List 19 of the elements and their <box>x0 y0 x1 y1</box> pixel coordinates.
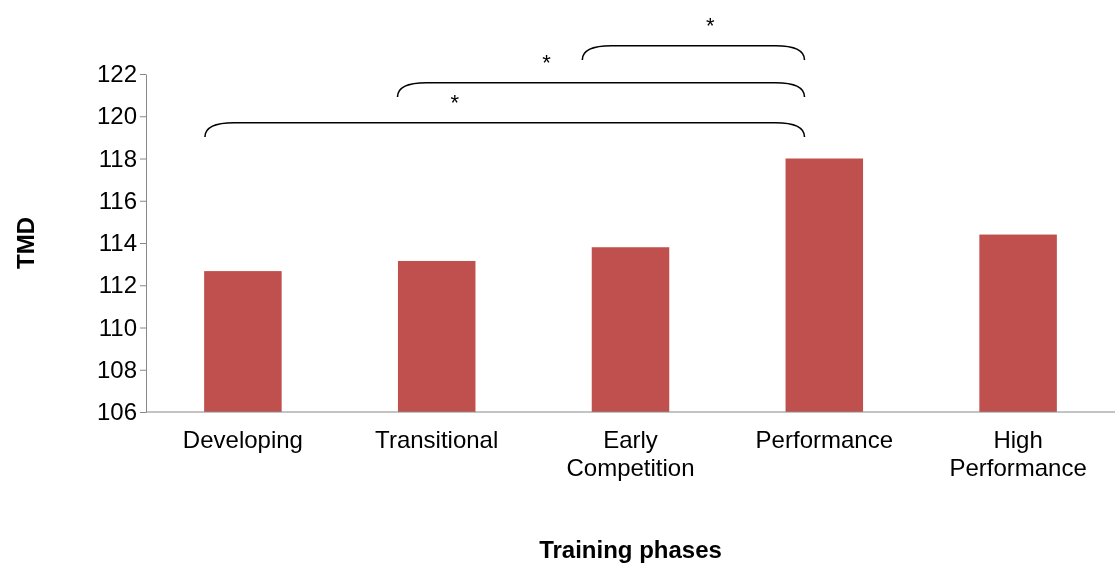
y-axis-title: TMD <box>12 217 39 269</box>
x-tick-label: Early Competition <box>566 426 695 481</box>
x-tick-label: Developing <box>182 426 303 453</box>
x-tick-label: Performance <box>755 426 893 453</box>
y-tick-label: 112 <box>98 271 137 299</box>
y-tick-label: 116 <box>98 186 137 214</box>
y-tick-label: 122 <box>96 60 137 88</box>
annotation: * <box>542 50 552 75</box>
x-axis-title: Training phases <box>539 536 722 563</box>
y-tick-label: 106 <box>96 398 137 426</box>
y-tick-label: 118 <box>98 144 137 172</box>
y-tick-label: 120 <box>96 102 137 130</box>
text: * <box>706 13 716 38</box>
y-tick-label: 114 <box>98 229 137 257</box>
y-tick-label: 110 <box>98 313 137 341</box>
x-tick-label: Transitional <box>375 426 499 453</box>
y-tick-label: 108 <box>96 355 137 383</box>
x-tick-label: High Performance <box>949 426 1087 481</box>
annotation: * <box>450 90 460 115</box>
